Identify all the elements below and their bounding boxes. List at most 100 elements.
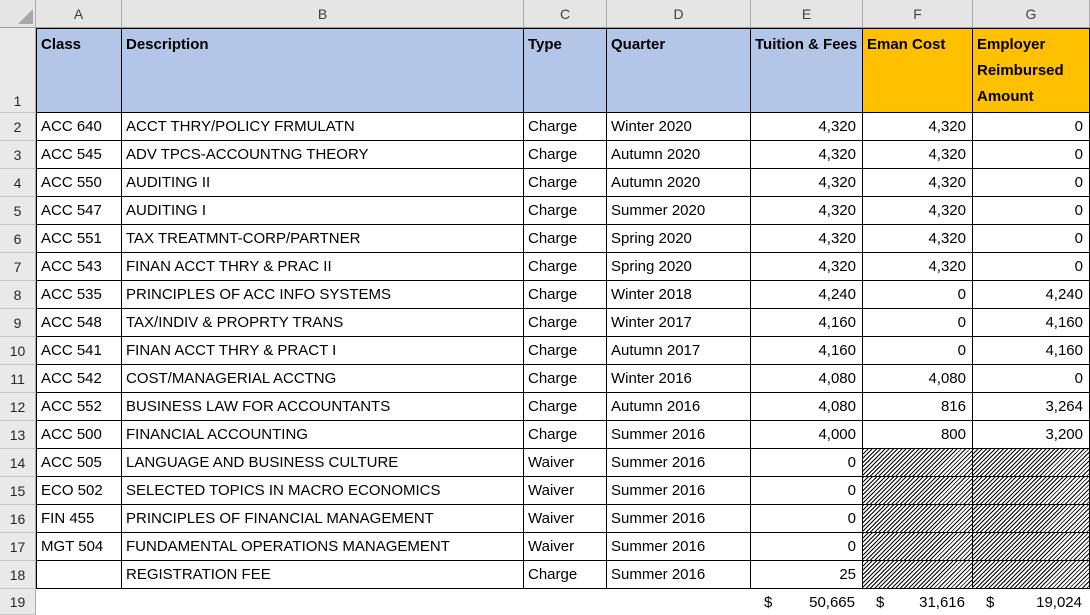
cell-G12[interactable]: 3,264	[973, 393, 1090, 421]
cell-G15[interactable]	[973, 477, 1090, 505]
cell-A12[interactable]: ACC 552	[36, 393, 122, 421]
cell-F1-eman-cost-header[interactable]: Eman Cost	[863, 28, 973, 113]
cell-G13[interactable]: 3,200	[973, 421, 1090, 449]
cell-E8[interactable]: 4,240	[751, 281, 863, 309]
cell-C19[interactable]	[524, 589, 607, 615]
cell-G3[interactable]: 0	[973, 141, 1090, 169]
cell-F9[interactable]: 0	[863, 309, 973, 337]
cell-D16[interactable]: Summer 2016	[607, 505, 751, 533]
row-header-5[interactable]: 5	[0, 197, 36, 225]
cell-C1-type-header[interactable]: Type	[524, 28, 607, 113]
cell-F11[interactable]: 4,080	[863, 365, 973, 393]
cell-D9[interactable]: Winter 2017	[607, 309, 751, 337]
cell-E11[interactable]: 4,080	[751, 365, 863, 393]
cell-A17[interactable]: MGT 504	[36, 533, 122, 561]
cell-E4[interactable]: 4,320	[751, 169, 863, 197]
cell-D11[interactable]: Winter 2016	[607, 365, 751, 393]
cell-C14[interactable]: Waiver	[524, 449, 607, 477]
cell-C17[interactable]: Waiver	[524, 533, 607, 561]
cell-B11[interactable]: COST/MANAGERIAL ACCTNG	[122, 365, 524, 393]
cell-F4[interactable]: 4,320	[863, 169, 973, 197]
cell-A13[interactable]: ACC 500	[36, 421, 122, 449]
cell-E6[interactable]: 4,320	[751, 225, 863, 253]
cell-F3[interactable]: 4,320	[863, 141, 973, 169]
cell-A3[interactable]: ACC 545	[36, 141, 122, 169]
cell-C7[interactable]: Charge	[524, 253, 607, 281]
cell-E1-tuition-header[interactable]: Tuition & Fees	[751, 28, 863, 113]
cell-A15[interactable]: ECO 502	[36, 477, 122, 505]
cell-G2[interactable]: 0	[973, 113, 1090, 141]
cell-G11[interactable]: 0	[973, 365, 1090, 393]
cell-C15[interactable]: Waiver	[524, 477, 607, 505]
row-header-19[interactable]: 19	[0, 589, 36, 615]
cell-F8[interactable]: 0	[863, 281, 973, 309]
cell-E13[interactable]: 4,000	[751, 421, 863, 449]
cell-A11[interactable]: ACC 542	[36, 365, 122, 393]
cell-G19-total-employer[interactable]: $ 19,024	[973, 589, 1090, 615]
cell-D3[interactable]: Autumn 2020	[607, 141, 751, 169]
cell-B13[interactable]: FINANCIAL ACCOUNTING	[122, 421, 524, 449]
cell-E10[interactable]: 4,160	[751, 337, 863, 365]
cell-B19[interactable]	[122, 589, 524, 615]
cell-B16[interactable]: PRINCIPLES OF FINANCIAL MANAGEMENT	[122, 505, 524, 533]
cell-A1-class-header[interactable]: Class	[36, 28, 122, 113]
cell-D18[interactable]: Summer 2016	[607, 561, 751, 589]
cell-D1-quarter-header[interactable]: Quarter	[607, 28, 751, 113]
cell-D19[interactable]	[607, 589, 751, 615]
cell-F6[interactable]: 4,320	[863, 225, 973, 253]
cell-B7[interactable]: FINAN ACCT THRY & PRAC II	[122, 253, 524, 281]
cell-D15[interactable]: Summer 2016	[607, 477, 751, 505]
cell-G18[interactable]	[973, 561, 1090, 589]
row-header-13[interactable]: 13	[0, 421, 36, 449]
cell-B5[interactable]: AUDITING I	[122, 197, 524, 225]
cell-A9[interactable]: ACC 548	[36, 309, 122, 337]
select-all-corner[interactable]	[0, 0, 36, 28]
cell-E14[interactable]: 0	[751, 449, 863, 477]
cell-G7[interactable]: 0	[973, 253, 1090, 281]
cell-A4[interactable]: ACC 550	[36, 169, 122, 197]
cell-F5[interactable]: 4,320	[863, 197, 973, 225]
cell-E16[interactable]: 0	[751, 505, 863, 533]
cell-E9[interactable]: 4,160	[751, 309, 863, 337]
cell-A16[interactable]: FIN 455	[36, 505, 122, 533]
cell-A5[interactable]: ACC 547	[36, 197, 122, 225]
cell-B14[interactable]: LANGUAGE AND BUSINESS CULTURE	[122, 449, 524, 477]
cell-E12[interactable]: 4,080	[751, 393, 863, 421]
cell-F12[interactable]: 816	[863, 393, 973, 421]
cell-F10[interactable]: 0	[863, 337, 973, 365]
cell-C6[interactable]: Charge	[524, 225, 607, 253]
cell-D5[interactable]: Summer 2020	[607, 197, 751, 225]
column-header-A[interactable]: A	[36, 0, 122, 28]
cell-E19-total-tuition[interactable]: $ 50,665	[751, 589, 863, 615]
cell-D8[interactable]: Winter 2018	[607, 281, 751, 309]
cell-A6[interactable]: ACC 551	[36, 225, 122, 253]
cell-G4[interactable]: 0	[973, 169, 1090, 197]
cell-C2[interactable]: Charge	[524, 113, 607, 141]
cell-G5[interactable]: 0	[973, 197, 1090, 225]
cell-F18[interactable]	[863, 561, 973, 589]
cell-F2[interactable]: 4,320	[863, 113, 973, 141]
cell-D6[interactable]: Spring 2020	[607, 225, 751, 253]
cell-B2[interactable]: ACCT THRY/POLICY FRMULATN	[122, 113, 524, 141]
cell-B6[interactable]: TAX TREATMNT-CORP/PARTNER	[122, 225, 524, 253]
cell-B17[interactable]: FUNDAMENTAL OPERATIONS MANAGEMENT	[122, 533, 524, 561]
cell-E7[interactable]: 4,320	[751, 253, 863, 281]
row-header-1[interactable]: 1	[0, 28, 36, 113]
cell-D2[interactable]: Winter 2020	[607, 113, 751, 141]
cell-A14[interactable]: ACC 505	[36, 449, 122, 477]
cell-A10[interactable]: ACC 541	[36, 337, 122, 365]
cell-C8[interactable]: Charge	[524, 281, 607, 309]
row-header-11[interactable]: 11	[0, 365, 36, 393]
cell-C10[interactable]: Charge	[524, 337, 607, 365]
cell-G14[interactable]	[973, 449, 1090, 477]
cell-B15[interactable]: SELECTED TOPICS IN MACRO ECONOMICS	[122, 477, 524, 505]
cell-F15[interactable]	[863, 477, 973, 505]
cell-F19-total-eman-cost[interactable]: $ 31,616	[863, 589, 973, 615]
cell-D4[interactable]: Autumn 2020	[607, 169, 751, 197]
cell-C18[interactable]: Charge	[524, 561, 607, 589]
row-header-4[interactable]: 4	[0, 169, 36, 197]
cell-F16[interactable]	[863, 505, 973, 533]
cell-E15[interactable]: 0	[751, 477, 863, 505]
column-header-E[interactable]: E	[751, 0, 863, 28]
cell-F14[interactable]	[863, 449, 973, 477]
